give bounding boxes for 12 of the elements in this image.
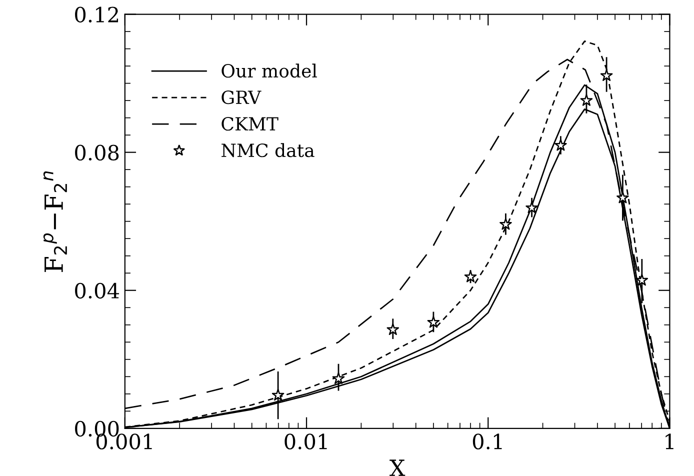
x-tick-label: 0.1 bbox=[472, 434, 502, 450]
y-tick-label: 0.12 bbox=[75, 6, 118, 22]
legend-label: CKMT bbox=[222, 116, 278, 131]
y-tick-label: 0.04 bbox=[75, 282, 120, 299]
y-axis-title: F$_{2}$$^{p}$−F$_{2}$$^{n}$ bbox=[43, 171, 67, 272]
x-axis-title: X bbox=[390, 460, 406, 476]
legend-label: GRV bbox=[222, 90, 262, 104]
y-tick-label: 0.08 bbox=[75, 144, 119, 161]
legend-label: NMC data bbox=[222, 143, 314, 158]
legend-label: Our model bbox=[222, 64, 317, 78]
x-tick-label: 0.01 bbox=[284, 434, 327, 450]
x-tick-label: 1 bbox=[666, 434, 674, 450]
